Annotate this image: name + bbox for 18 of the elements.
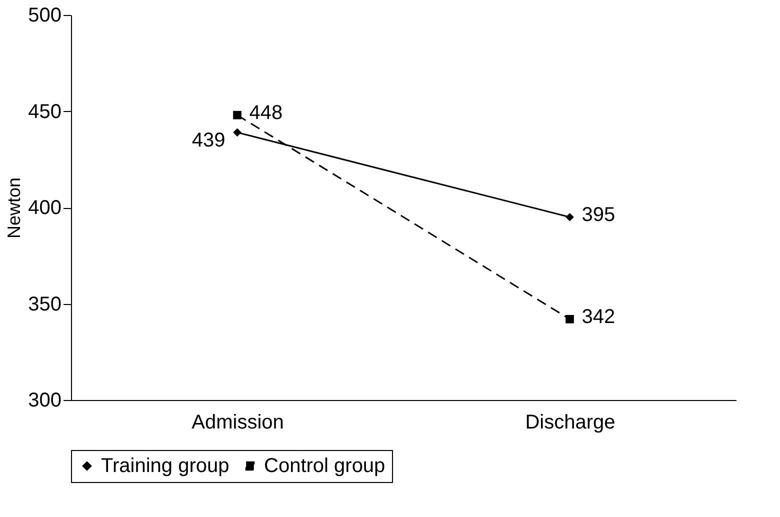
data-label: 448 [249,102,283,124]
y-axis-title: Newton [4,177,24,239]
y-tick-label: 300 [28,390,62,412]
y-tick-label: 400 [28,197,62,219]
y-tick-label: 350 [28,293,62,316]
legend-label: Control group [264,455,386,477]
x-tick-label: Discharge [525,412,616,434]
data-label: 395 [582,204,616,226]
y-tick-label: 450 [28,100,62,123]
point [233,128,242,137]
point [233,110,242,120]
data-label: 342 [582,306,616,328]
y-tick-label: 500 [28,4,62,26]
legend-label: Training group [101,455,230,477]
x-tick-label: Admission [192,412,284,434]
point [566,314,574,324]
data-label: 439 [192,129,226,152]
point [566,212,574,222]
